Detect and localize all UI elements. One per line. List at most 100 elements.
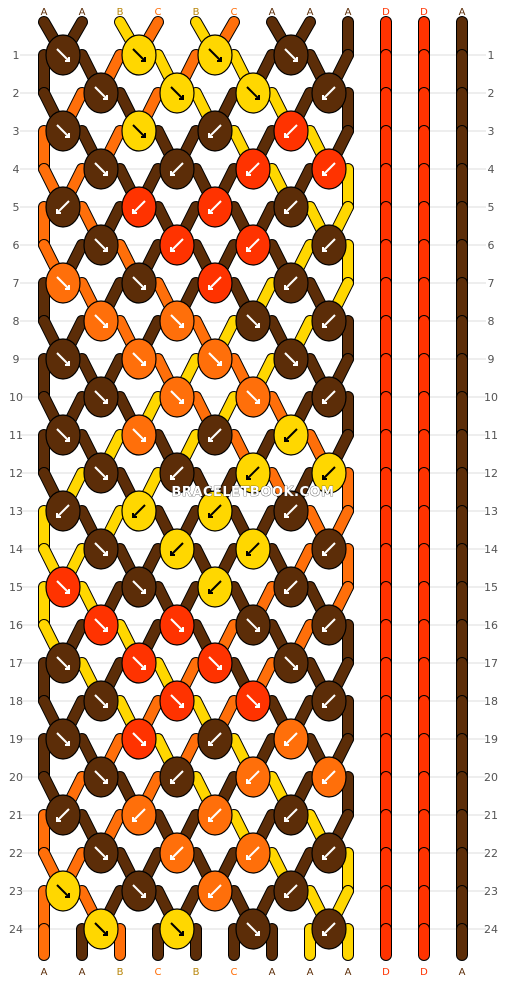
knot-arrow-icon xyxy=(322,314,336,328)
knot-arrow-icon xyxy=(322,542,336,556)
row-label-left: 24 xyxy=(9,923,23,936)
knot xyxy=(45,794,81,836)
knot-arrow-head-icon xyxy=(322,399,327,404)
knot-arrow-icon xyxy=(94,694,108,708)
knot-arrow-icon xyxy=(246,238,260,252)
knot-arrow-icon xyxy=(322,694,336,708)
knot-arrow-head-icon xyxy=(246,475,251,480)
knot xyxy=(273,794,309,836)
knot xyxy=(235,452,271,494)
knot xyxy=(159,528,195,570)
knot-arrow-icon xyxy=(208,428,222,442)
knot-arrow-head-icon xyxy=(255,703,260,708)
knot xyxy=(235,528,271,570)
knot xyxy=(311,832,347,874)
knot xyxy=(273,262,309,304)
knot xyxy=(159,452,195,494)
knot-arrow-icon xyxy=(56,200,70,214)
knot xyxy=(121,794,157,836)
row-label-left: 11 xyxy=(9,429,23,442)
knot-arrow-head-icon xyxy=(322,551,327,556)
knot xyxy=(311,452,347,494)
row-label-right: 1 xyxy=(488,49,495,62)
knot xyxy=(235,376,271,418)
knot-arrow-head-icon xyxy=(103,247,108,252)
knot xyxy=(83,756,119,798)
knot xyxy=(311,756,347,798)
knot xyxy=(83,528,119,570)
knot-arrow-icon xyxy=(56,124,70,138)
knot xyxy=(235,224,271,266)
knot xyxy=(45,110,81,152)
knot-arrow-head-icon xyxy=(246,171,251,176)
strand-label-bottom: A xyxy=(41,967,48,978)
knot xyxy=(273,110,309,152)
knot xyxy=(159,908,195,950)
knot xyxy=(197,338,233,380)
strand-label-bottom: B xyxy=(117,967,124,978)
knot-arrow-head-icon xyxy=(141,437,146,442)
knot-arrow-head-icon xyxy=(103,931,108,936)
knot-arrow-icon xyxy=(322,390,336,404)
knot-arrow-head-icon xyxy=(284,209,289,214)
knot xyxy=(311,300,347,342)
knot-arrow-icon xyxy=(208,504,222,518)
knot-arrow-icon xyxy=(94,162,108,176)
knot xyxy=(159,376,195,418)
knot xyxy=(83,72,119,114)
knot-arrow-icon xyxy=(132,48,146,62)
knot-arrow-head-icon xyxy=(103,171,108,176)
knot xyxy=(235,908,271,950)
knot xyxy=(45,414,81,456)
knot-arrow-icon xyxy=(284,276,298,290)
knot xyxy=(197,718,233,760)
knot-arrow-icon xyxy=(322,466,336,480)
knot xyxy=(45,566,81,608)
row-label-left: 17 xyxy=(9,657,23,670)
knot xyxy=(311,72,347,114)
knot-arrow-head-icon xyxy=(246,247,251,252)
knot-arrow-head-icon xyxy=(217,57,222,62)
watermark: BRACELETBOOK.COM xyxy=(172,485,335,500)
row-label-left: 15 xyxy=(9,581,23,594)
knot xyxy=(121,186,157,228)
strand-label-bottom: C xyxy=(231,967,238,978)
knot-arrow-icon xyxy=(56,504,70,518)
knot-arrow-head-icon xyxy=(65,285,70,290)
row-label-right: 19 xyxy=(484,733,498,746)
knot-arrow-icon xyxy=(94,770,108,784)
knot xyxy=(159,224,195,266)
knot-arrow-icon xyxy=(246,542,260,556)
knot-arrow-head-icon xyxy=(284,741,289,746)
row-label-left: 23 xyxy=(9,885,23,898)
row-label-right: 7 xyxy=(488,277,495,290)
row-label-right: 8 xyxy=(488,315,495,328)
row-label-left: 9 xyxy=(13,353,20,366)
knot-arrow-head-icon xyxy=(141,361,146,366)
knot-arrow-icon xyxy=(94,86,108,100)
knot-arrow-head-icon xyxy=(322,703,327,708)
knot xyxy=(273,186,309,228)
knot-arrow-icon xyxy=(284,884,298,898)
knot xyxy=(159,72,195,114)
knot-arrow-icon xyxy=(132,808,146,822)
row-label-right: 23 xyxy=(484,885,498,898)
knot-arrow-icon xyxy=(56,48,70,62)
row-label-left: 3 xyxy=(13,125,20,138)
knot-arrow-head-icon xyxy=(255,95,260,100)
knot-arrow-head-icon xyxy=(284,513,289,518)
knot-arrow-head-icon xyxy=(208,437,213,442)
knot-arrow-head-icon xyxy=(322,627,327,632)
knot xyxy=(159,832,195,874)
knot-arrow-icon xyxy=(94,314,108,328)
knot-arrow-icon xyxy=(246,466,260,480)
knot xyxy=(235,832,271,874)
row-label-left: 10 xyxy=(9,391,23,404)
knot-arrow-icon xyxy=(132,580,146,594)
knot-arrow-icon xyxy=(94,618,108,632)
knot-arrow-icon xyxy=(246,390,260,404)
knot-arrow-head-icon xyxy=(65,133,70,138)
row-label-left: 1 xyxy=(13,49,20,62)
knot xyxy=(45,642,81,684)
knot-arrow-head-icon xyxy=(56,817,61,822)
